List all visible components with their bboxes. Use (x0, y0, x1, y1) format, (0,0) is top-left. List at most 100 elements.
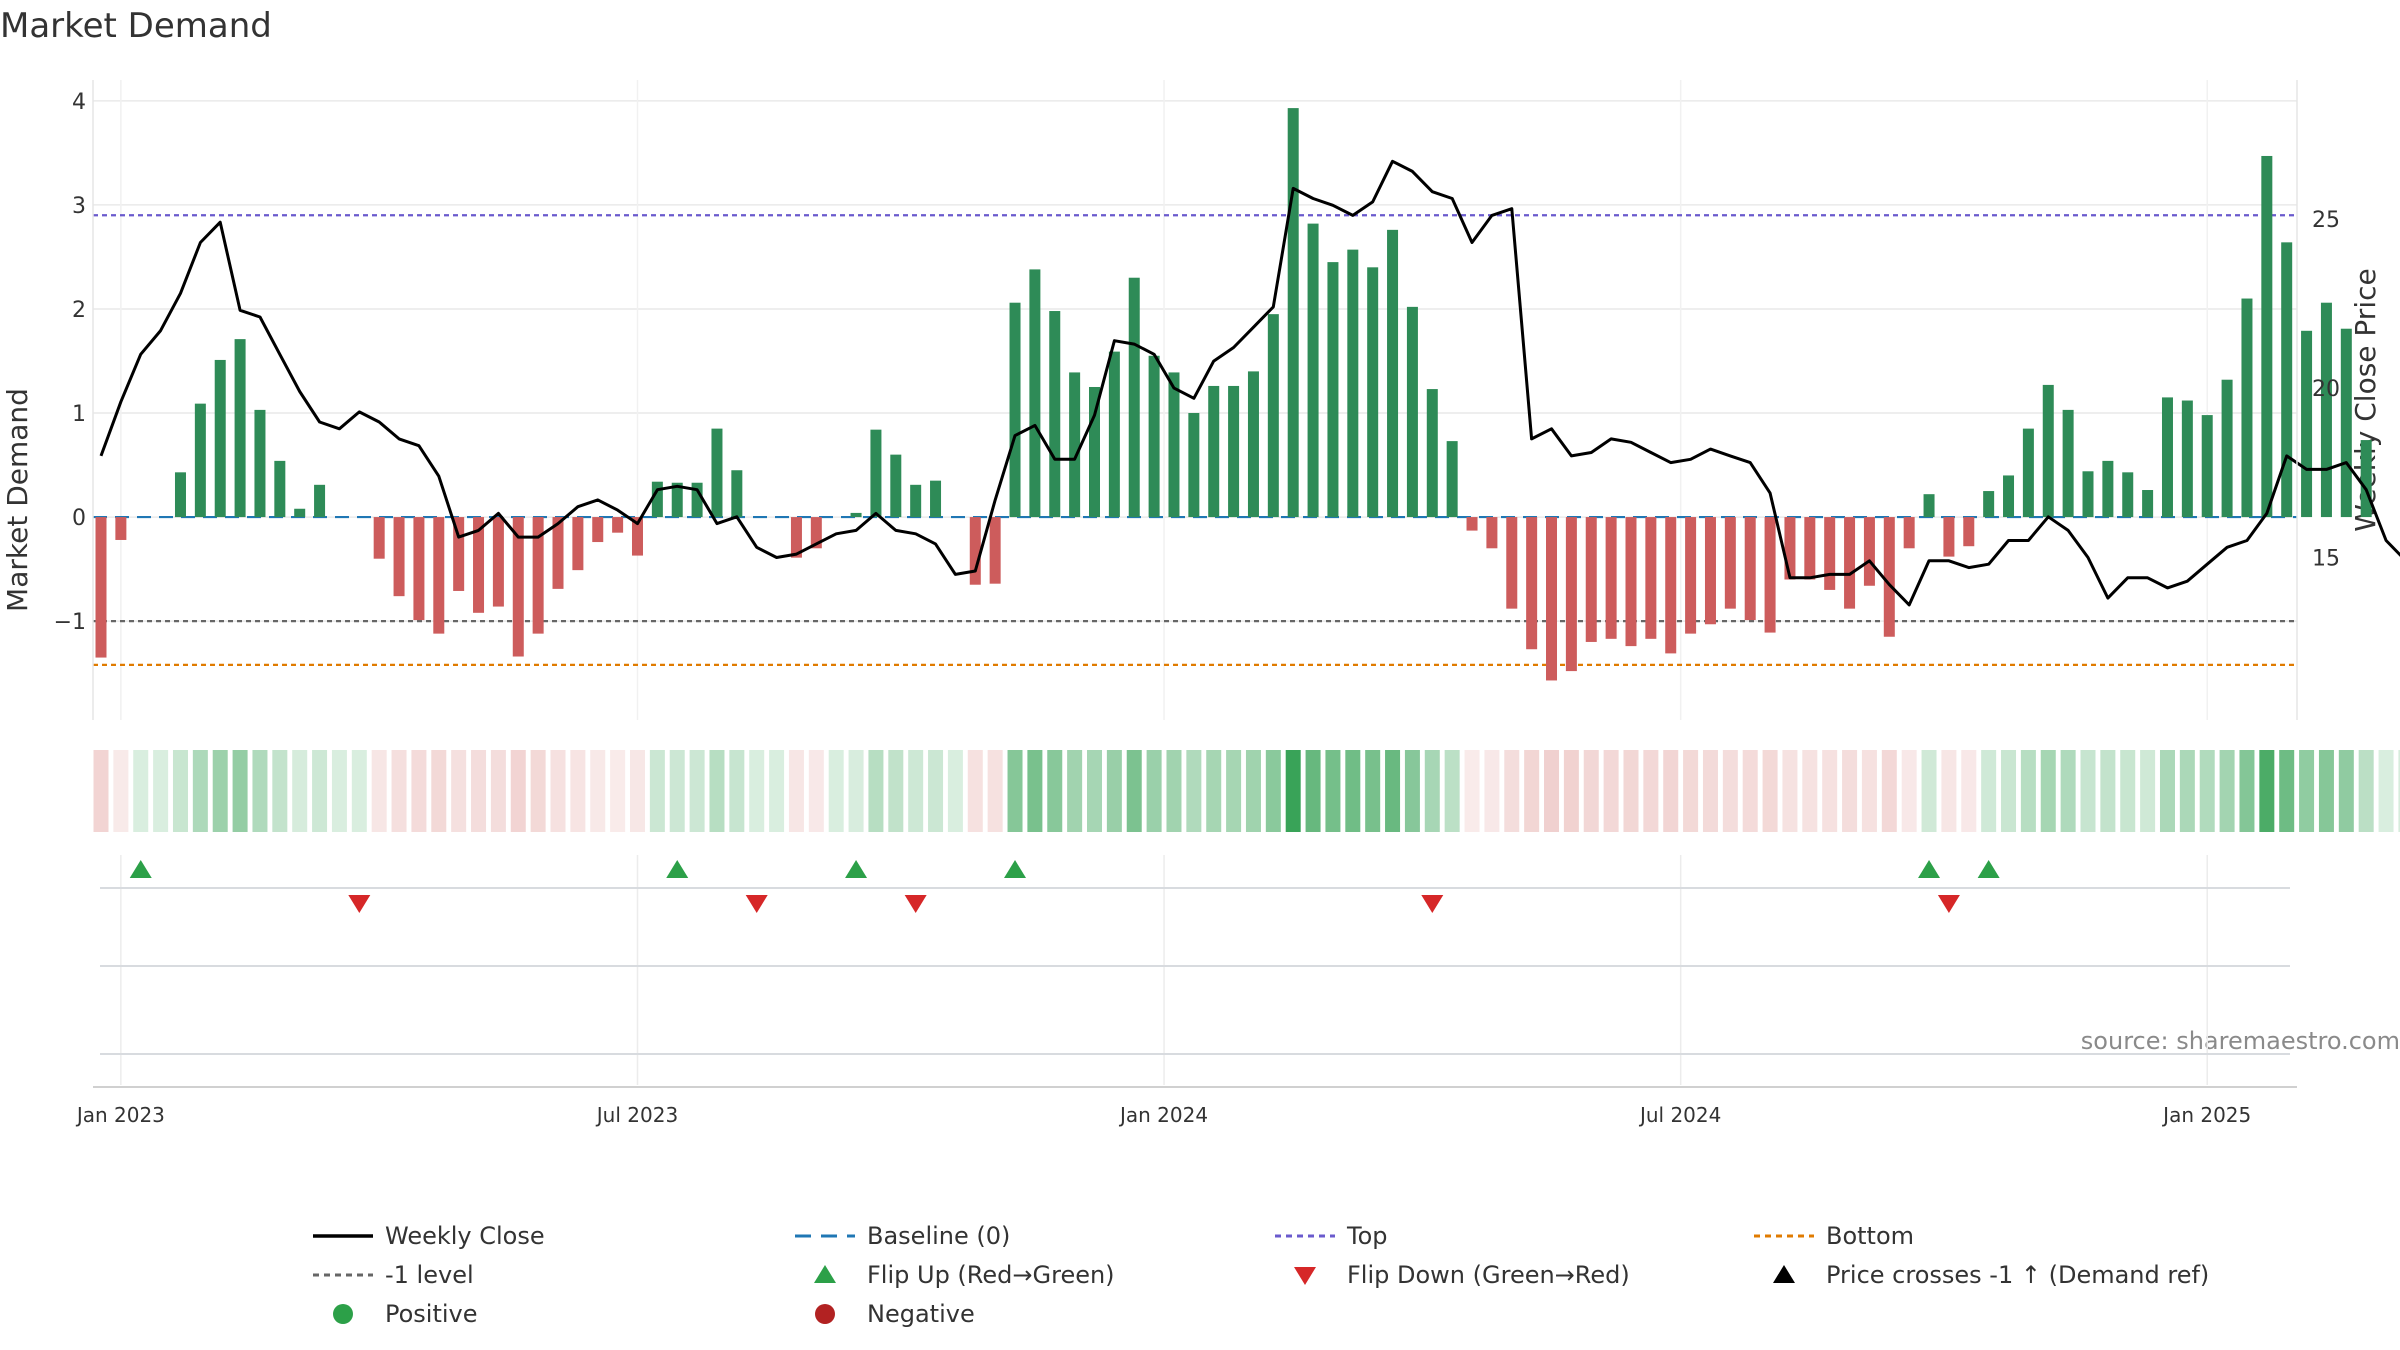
demand-bars (95, 108, 2372, 681)
legend-item: Positive (333, 1300, 478, 1328)
heat-cell (1047, 750, 1063, 832)
heat-cell (2378, 750, 2394, 832)
heat-cell (431, 750, 447, 832)
heat-cell (331, 750, 347, 832)
heat-cell (1226, 750, 1242, 832)
heat-cell (2120, 750, 2136, 832)
heat-cell (1404, 750, 1420, 832)
heat-cell (451, 750, 467, 832)
heat-cell (1285, 750, 1301, 832)
date-tick-label: Jan 2024 (1118, 1103, 1208, 1127)
legend-item: -1 level (313, 1261, 474, 1289)
demand-bar (1704, 517, 1716, 625)
date-tick-label: Jan 2025 (2161, 1103, 2251, 1127)
heat-cell (1842, 750, 1858, 832)
heat-cell (2318, 750, 2334, 832)
flip-down-marker (745, 895, 768, 913)
heat-cell (2299, 750, 2315, 832)
heat-cell (351, 750, 367, 832)
flip-down-marker (904, 895, 927, 913)
heat-cell (1186, 750, 1202, 832)
demand-bar (810, 517, 822, 549)
legend-label: Positive (385, 1300, 478, 1328)
demand-bar (1983, 491, 1995, 518)
signal-markers (129, 860, 2000, 913)
heat-cell (411, 750, 427, 832)
heat-cell (2020, 750, 2036, 832)
demand-bar (612, 517, 624, 533)
heat-cell (550, 750, 566, 832)
demand-bar (2003, 475, 2015, 518)
demand-bar (1744, 517, 1756, 621)
heat-cell (1464, 750, 1480, 832)
demand-bar (1863, 517, 1875, 586)
flip-up-marker (1977, 860, 2000, 878)
demand-bar (1903, 517, 1915, 549)
demand-bar (214, 359, 226, 518)
demand-bar (930, 480, 942, 518)
left-tick-label: −1 (54, 610, 86, 635)
heat-cell (590, 750, 606, 832)
demand-bar (314, 484, 326, 518)
flip-down-marker (1421, 895, 1444, 913)
demand-bar (1148, 355, 1160, 518)
demand-bar (731, 470, 743, 518)
left-tick-label: 3 (72, 194, 86, 219)
demand-bar (1605, 517, 1617, 639)
demand-bar (413, 517, 425, 621)
heat-cell (530, 750, 546, 832)
heat-cell (1981, 750, 1997, 832)
demand-bar (532, 517, 544, 634)
heat-cell (1305, 750, 1321, 832)
demand-bar (1824, 517, 1836, 590)
heat-cell (2358, 750, 2374, 832)
demand-bar (572, 517, 584, 571)
legend-item: Baseline (0) (795, 1222, 1010, 1250)
demand-bar (1069, 372, 1081, 518)
heat-cell (212, 750, 228, 832)
flip-down-marker (1937, 895, 1960, 913)
heat-cell (1126, 750, 1142, 832)
demand-bar (393, 517, 405, 597)
left-tick-label: 1 (72, 402, 86, 427)
demand-bar (2181, 400, 2193, 518)
heat-cell (2159, 750, 2175, 832)
demand-bar (1625, 517, 1637, 647)
demand-bar (1089, 386, 1100, 518)
demand-bar (2261, 155, 2273, 518)
legend-swatch (1773, 1265, 1795, 1283)
demand-bar (1168, 372, 1180, 518)
right-tick-label: 25 (2312, 208, 2340, 233)
demand-bar (1387, 229, 1399, 518)
heat-cell (2338, 750, 2354, 832)
heat-cell (2279, 750, 2295, 832)
heat-cell (709, 750, 725, 832)
demand-bar (2062, 409, 2074, 518)
heat-cell (1424, 750, 1440, 832)
heat-cell (1106, 750, 1122, 832)
demand-bar (453, 517, 465, 591)
chart-title: Market Demand (0, 6, 272, 46)
demand-bar (969, 517, 981, 585)
left-tick-label: 4 (72, 90, 86, 115)
heat-cell (2060, 750, 2076, 832)
heat-cell (1921, 750, 1937, 832)
weekly-close-line (99, 159, 2400, 607)
demand-bar (1208, 385, 1220, 518)
heat-cell (1365, 750, 1381, 832)
flip-up-marker (1004, 860, 1027, 878)
heat-cell (1623, 750, 1639, 832)
demand-bar (691, 482, 703, 518)
heat-cell (908, 750, 924, 832)
legend-swatch (815, 1304, 835, 1324)
heat-cell (1802, 750, 1818, 832)
heat-cell (490, 750, 506, 832)
demand-bar (373, 517, 385, 559)
demand-bar (631, 517, 643, 556)
heat-cell (1484, 750, 1500, 832)
left-tick-label: 2 (72, 298, 86, 323)
demand-bar (1784, 517, 1796, 580)
demand-bar (1029, 269, 1041, 518)
